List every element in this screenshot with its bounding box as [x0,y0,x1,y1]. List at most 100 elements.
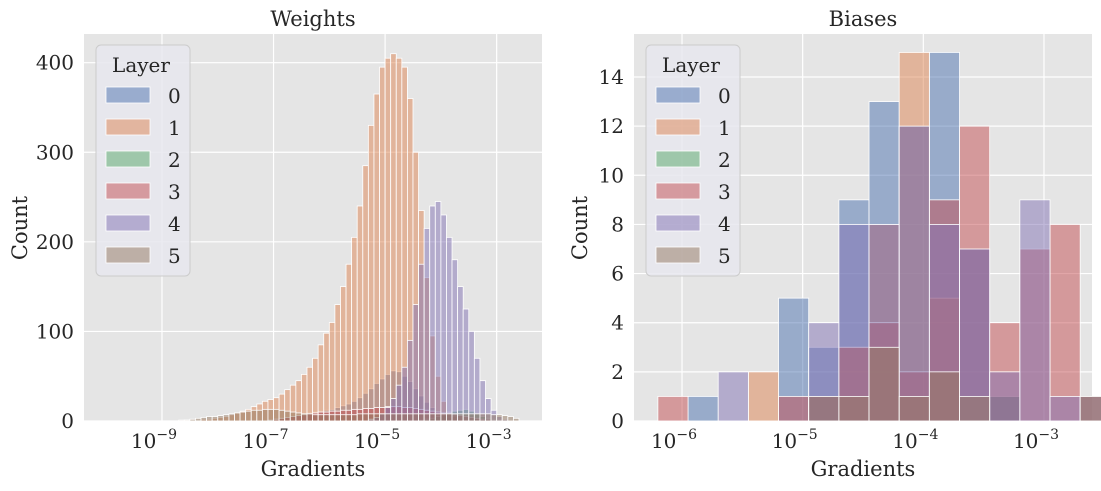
weights-x-tick-exponent: −3 [491,427,512,443]
biases-bar-layer-3 [778,396,810,422]
weights-legend: Layer 0 1 2 3 4 5 [95,44,191,277]
weights-bar-layer-1 [340,286,347,422]
weights-bar-layer-5 [256,409,263,422]
weights-legend-label-5: 5 [168,244,181,268]
weights-bar-layer-5 [234,412,241,422]
weights-bar-layer-5 [340,414,347,422]
weights-bar-layer-5 [183,419,191,422]
weights-y-tick-label: 100 [36,319,74,343]
weights-bar-layer-5 [429,413,436,422]
weights-bar-layer-1 [328,322,336,422]
weights-bar-layer-5 [228,413,235,422]
weights-bar-layer-4 [401,366,408,422]
weights-bar-layer-4 [412,304,419,422]
weights-bar-layer-5 [245,410,252,422]
weights-y-tick-label: 400 [36,51,74,75]
biases-title: Biases [829,7,898,31]
weights-bar-layer-4 [429,205,436,422]
weights-bar-layer-5 [189,418,196,422]
weights-bar-layer-4 [457,286,464,422]
weights-legend-label-0: 0 [168,84,181,108]
weights-bar-layer-1 [345,263,353,422]
biases-x-tick-label: 10−4 [892,427,938,453]
weights-bar-layer-5 [306,413,313,422]
weights-bar-layer-5 [312,414,319,422]
weights-bar-layer-5 [206,416,213,422]
weights-bar-layer-5 [434,413,442,422]
weights-bar-layer-5 [384,413,392,422]
biases-bar-layer-4 [838,224,870,422]
biases-y-tick-label: 2 [611,360,624,384]
biases-x-tick-exponent: −6 [676,427,697,443]
weights-bar-layer-5 [217,415,224,422]
weights-bar-layer-4 [440,214,447,422]
weights-bar-layer-5 [395,413,403,422]
weights-bar-layer-5 [412,413,419,422]
weights-bar-layer-1 [323,332,330,422]
weights-bar-layer-1 [373,93,380,422]
weights-bar-layer-1 [379,66,386,422]
biases-x-tick-base: 10 [772,429,797,453]
weights-bar-layer-5 [222,414,230,422]
weights-bar-layer-1 [367,124,375,422]
weights-legend-label-3: 3 [168,180,181,204]
weights-bar-layer-4 [468,331,475,422]
weights-x-tick-label: 10−5 [354,427,400,453]
biases-x-tick-label: 10−3 [1013,427,1059,453]
biases-legend-label-4: 4 [718,212,731,236]
biases-bar-layer-3 [1049,224,1081,422]
weights-bar-layer-1 [362,165,369,422]
weights-bar-layer-5 [289,411,297,422]
weights-y-tick-labels: 0 100 200 300 400 [36,51,74,433]
weights-x-tick-exponent: −7 [268,427,289,443]
weights-y-tick-label: 200 [36,230,74,254]
weights-bar-layer-5 [496,414,503,422]
biases-x-tick-label: 10−6 [651,427,697,453]
biases-legend-items: 0 1 2 3 4 5 [655,84,731,268]
biases-legend-label-5: 5 [718,244,731,268]
biases-legend-swatch-0 [655,86,701,104]
weights-y-tick-label: 300 [36,140,74,164]
weights-y-tick-label: 0 [61,409,74,433]
weights-bar-layer-5 [323,414,330,422]
weights-bar-layer-1 [312,357,319,422]
weights-bar-layer-1 [356,205,364,422]
weights-bar-layer-5 [446,413,453,422]
biases-bar-layer-5 [868,346,900,422]
weights-bar-layer-5 [267,408,274,422]
weights-bar-layer-1 [306,366,313,422]
weights-bar-layer-5 [351,414,358,422]
weights-bar-layer-5 [278,409,286,422]
biases-y-tick-label: 4 [611,311,624,335]
weights-bar-layer-5 [468,413,475,422]
biases-legend-swatch-3 [655,182,701,200]
weights-bar-layer-5 [418,413,425,422]
weights-bar-layer-5 [356,413,364,422]
weights-x-tick-label: 10−9 [131,427,177,453]
weights-x-tick-label: 10−3 [466,427,512,453]
weights-bar-layer-5 [407,413,414,422]
biases-y-tick-labels: 0 2 4 6 8 10 12 14 [599,65,624,433]
biases-bars [657,52,1101,422]
weights-bar-layer-5 [490,414,498,422]
biases-legend-swatch-1 [655,118,701,136]
weights-bar-layer-1 [334,304,341,422]
weights-x-tick-base: 10 [242,429,267,453]
weights-bar-layer-5 [401,413,408,422]
biases-y-axis-label: Count [568,195,592,260]
biases-x-tick-base: 10 [1013,429,1038,453]
weights-bar-layer-5 [239,411,247,422]
weights-x-axis-label: Gradients [261,457,366,481]
weights-x-tick-labels: 10−9 10−7 10−5 10−3 [131,427,512,453]
weights-bar-layer-5 [501,415,509,422]
weights-bar-layer-5 [473,413,481,422]
weights-bar-layer-5 [512,417,520,422]
biases-y-tick-label: 12 [599,114,624,138]
biases-bar-layer-4 [989,371,1021,422]
biases-x-axis-label: Gradients [811,457,916,481]
weights-legend-label-2: 2 [168,148,181,172]
weights-bar-layer-5 [200,417,208,422]
biases-x-tick-exponent: −3 [1038,427,1059,443]
weights-legend-swatch-4 [105,214,151,232]
